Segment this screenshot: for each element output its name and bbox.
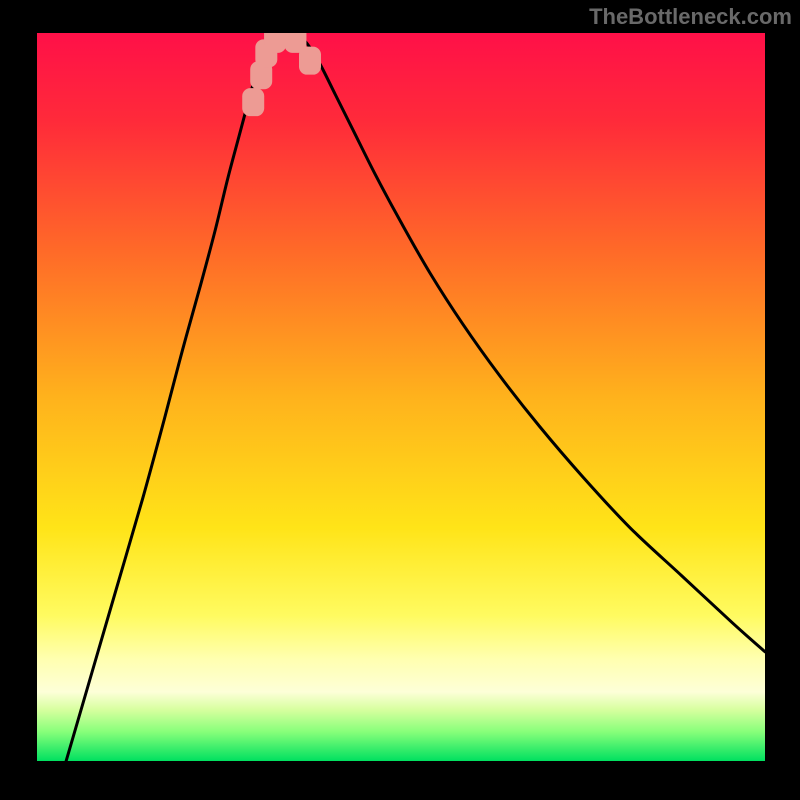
bottleneck-marker xyxy=(242,88,264,116)
plot-svg xyxy=(37,33,765,761)
gradient-background xyxy=(37,33,765,761)
watermark-text: TheBottleneck.com xyxy=(589,4,792,30)
bottleneck-marker xyxy=(299,47,321,75)
chart-container: TheBottleneck.com xyxy=(0,0,800,800)
bottleneck-marker xyxy=(264,33,286,53)
plot-area xyxy=(37,33,765,761)
